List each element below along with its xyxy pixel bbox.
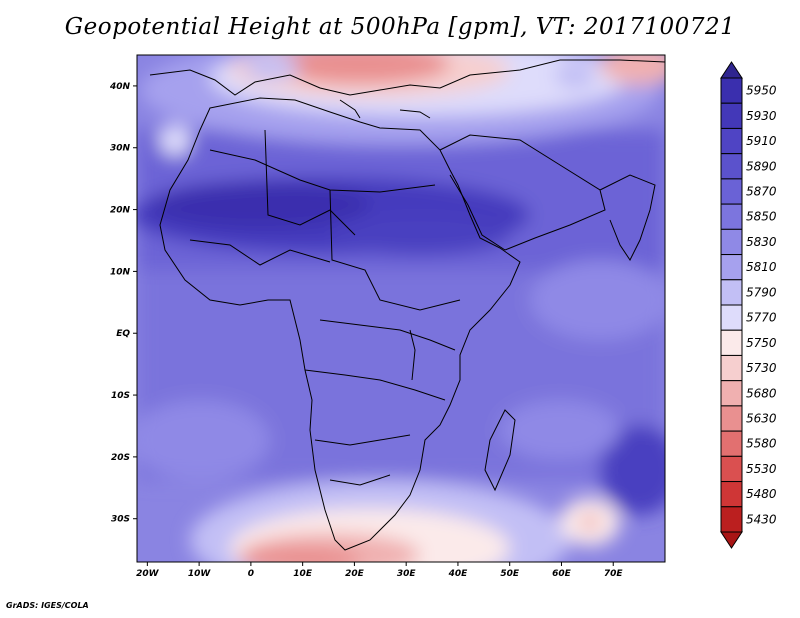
colorbar-label: 5480	[746, 487, 777, 501]
colorbar-swatch	[720, 304, 743, 331]
colorbar-label: 5580	[746, 437, 777, 451]
lat-tick-label: 40N	[109, 82, 131, 92]
colorbar-bottom-arrow	[720, 531, 743, 549]
colorbar-swatch	[720, 228, 743, 256]
colorbar-label: 5930	[746, 109, 777, 123]
colorbar-label: 5730	[746, 361, 777, 375]
lon-tick-label: 0	[248, 569, 254, 579]
colorbar: 5950 5930 5910 5890 5870 5850 5830 5810 5790 5770…	[720, 61, 777, 549]
colorbar-swatch	[720, 178, 743, 205]
colorbar-swatch	[720, 506, 743, 533]
lon-tick-label: 70E	[604, 569, 624, 579]
lat-tick-label: 30N	[110, 144, 131, 154]
colorbar-swatch	[720, 254, 743, 281]
lat-tick-label: 10N	[110, 267, 131, 277]
colorbar-top-arrow	[720, 61, 743, 79]
colorbar-label: 5810	[746, 260, 777, 274]
lat-tick-label: 20N	[110, 206, 131, 216]
lat-tick-label: 10S	[111, 391, 130, 401]
colorbar-label: 5790	[746, 285, 777, 299]
coastlines	[149, 59, 665, 551]
colorbar-label: 5770	[746, 311, 777, 325]
colorbar-label: 5630	[746, 412, 777, 426]
lon-tick-label: 20E	[345, 569, 365, 579]
colorbar-swatch	[720, 77, 743, 104]
grads-credit: GrADS: IGES/COLA	[6, 601, 89, 610]
lon-tick-label: 30E	[397, 569, 417, 579]
colorbar-swatch	[720, 203, 743, 230]
colorbar-swatch	[720, 380, 743, 407]
lon-tick-label: 60E	[552, 569, 572, 579]
colorbar-label: 5850	[746, 210, 777, 224]
lon-tick-label: 10W	[188, 569, 212, 579]
colorbar-swatch	[720, 102, 743, 129]
colorbar-swatch	[720, 455, 743, 483]
colorbar-swatch	[720, 481, 743, 508]
lat-tick-label: 20S	[111, 453, 130, 463]
colorbar-swatch	[720, 279, 743, 306]
chart-title: Geopotential Height at 500hPa [gpm], VT:…	[64, 14, 736, 40]
colorbar-label: 5430	[746, 512, 777, 526]
colorbar-label: 5750	[746, 336, 777, 350]
lon-tick-label: 10E	[293, 569, 313, 579]
colorbar-swatch	[720, 354, 743, 382]
colorbar-swatch	[720, 405, 743, 432]
lon-tick-label: 20W	[136, 569, 160, 579]
axis-ticks: 20W 10W 0 10E 20E 30E 40E 50E 60E 70E 40N 30N 20N 10N…	[109, 82, 623, 579]
lat-tick-label: 30S	[111, 515, 130, 525]
lon-tick-label: 50E	[500, 569, 520, 579]
height-field	[137, 55, 665, 562]
colorbar-swatch	[720, 329, 743, 356]
colorbar-label: 5830	[746, 235, 777, 249]
colorbar-swatch	[720, 430, 743, 457]
colorbar-label: 5890	[746, 159, 777, 173]
colorbar-label: 5950	[746, 84, 777, 98]
map-frame	[136, 54, 666, 563]
colorbar-label: 5680	[746, 386, 777, 400]
colorbar-label: 5530	[746, 462, 777, 476]
colorbar-swatch	[720, 127, 743, 155]
lat-tick-label: EQ	[116, 329, 130, 339]
colorbar-label: 5870	[746, 185, 777, 199]
colorbar-label: 5910	[746, 134, 777, 148]
colorbar-swatch	[720, 153, 743, 180]
lon-tick-label: 40E	[448, 569, 469, 579]
